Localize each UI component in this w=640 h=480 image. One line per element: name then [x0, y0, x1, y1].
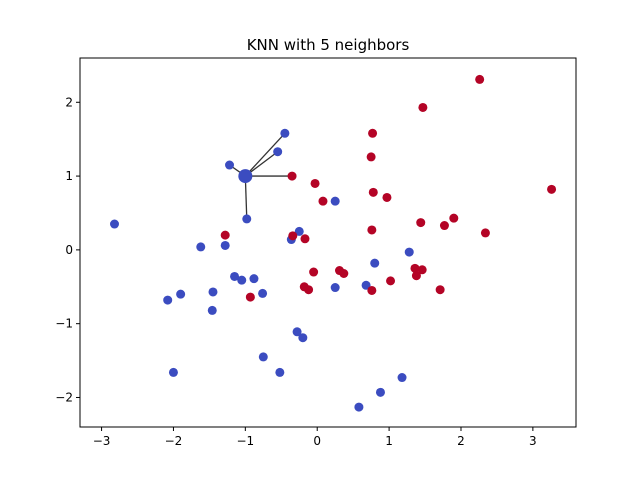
data-point-class-1	[220, 230, 230, 240]
y-tick-label: 1	[65, 169, 73, 183]
data-point-class-1	[411, 271, 421, 281]
data-point-class-1	[410, 263, 420, 273]
data-point-class-1	[304, 285, 314, 295]
data-point-class-1	[439, 221, 449, 231]
x-tick-label: 2	[457, 434, 465, 448]
data-point-class-1	[245, 292, 255, 302]
plot-area-frame	[79, 57, 577, 428]
data-point-class-0	[292, 327, 302, 337]
data-point-class-0	[225, 160, 235, 170]
data-point-class-0	[207, 305, 217, 315]
data-point-class-0	[110, 219, 120, 229]
neighbor-line	[244, 132, 286, 177]
x-tick-label: −1	[236, 434, 254, 448]
data-point-class-1	[547, 184, 557, 194]
data-point-class-1	[310, 178, 320, 188]
data-point-class-1	[435, 285, 445, 295]
data-point-class-0	[249, 274, 259, 284]
data-point-class-0	[196, 242, 206, 252]
data-point-class-1	[339, 268, 349, 278]
data-point-class-1	[366, 152, 376, 162]
data-point-class-1	[418, 102, 428, 112]
data-point-class-1	[382, 192, 392, 202]
data-point-class-0	[242, 214, 252, 224]
data-point-class-1	[367, 285, 377, 295]
y-tick-label: 0	[65, 243, 73, 257]
data-point-class-0	[294, 226, 304, 236]
data-point-class-1	[367, 225, 377, 235]
x-tick-label: 0	[313, 434, 321, 448]
data-point-class-0	[354, 402, 364, 412]
y-tick-label: −2	[55, 390, 73, 404]
data-point-class-0	[375, 387, 385, 397]
data-point-class-1	[475, 74, 485, 84]
data-point-class-1	[417, 265, 427, 275]
data-point-class-0	[220, 240, 230, 250]
data-point-class-0	[273, 147, 283, 157]
data-point-class-1	[318, 196, 328, 206]
x-tick-label: −2	[165, 434, 183, 448]
data-point-class-1	[368, 187, 378, 197]
data-point-class-0	[176, 289, 186, 299]
data-point-class-1	[287, 171, 297, 181]
data-point-class-1	[309, 267, 319, 277]
data-point-class-0	[361, 280, 371, 290]
data-point-class-1	[416, 218, 426, 228]
data-point-class-0	[168, 367, 178, 377]
data-point-class-0	[280, 128, 290, 138]
data-point-class-0	[230, 271, 240, 281]
data-point-class-1	[480, 228, 490, 238]
data-point-class-1	[300, 234, 310, 244]
data-point-class-0	[298, 333, 308, 343]
data-point-class-0	[275, 367, 285, 377]
data-point-class-0	[330, 283, 340, 293]
data-point-class-0	[370, 258, 380, 268]
data-point-class-0	[397, 373, 407, 383]
data-point-class-0	[163, 295, 173, 305]
y-axis-ticks: −2 −1 0 1 2	[55, 95, 80, 404]
data-point-class-0	[404, 247, 414, 257]
y-tick-label: −1	[55, 317, 73, 331]
x-tick-label: −3	[93, 434, 111, 448]
data-point-class-0	[258, 288, 268, 298]
chart-title: KNN with 5 neighbors	[247, 36, 410, 54]
query-point	[238, 169, 253, 184]
neighbor-line	[244, 176, 248, 219]
data-point-class-0	[330, 196, 340, 206]
data-point-class-0	[208, 287, 218, 297]
y-tick-label: 2	[65, 95, 73, 109]
data-point-class-1	[449, 213, 459, 223]
data-point-class-1	[386, 276, 396, 286]
x-tick-label: 1	[385, 434, 393, 448]
x-axis-ticks: −3 −2 −1 0 1 2 3	[93, 427, 537, 448]
data-point-class-0	[258, 352, 268, 362]
data-point-class-1	[368, 128, 378, 138]
data-points	[110, 74, 557, 412]
data-point-class-1	[288, 231, 298, 241]
data-point-class-0	[237, 275, 247, 285]
x-tick-label: 3	[529, 434, 537, 448]
